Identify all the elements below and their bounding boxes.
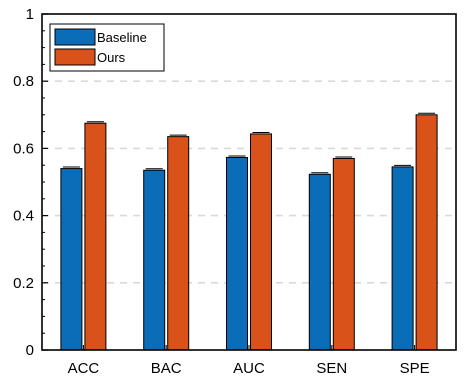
y-tick-label-4: 0.8 (13, 73, 34, 90)
legend-swatch-ours (54, 48, 96, 66)
bar-ours-sen (332, 157, 355, 351)
bar-ours-acc (84, 122, 107, 351)
bar-baseline-auc (226, 156, 248, 351)
bars (60, 112, 438, 351)
bar-baseline-acc (60, 168, 83, 351)
x-tick-label-bac: BAC (151, 360, 182, 377)
y-tick-label-3: 0.6 (13, 140, 34, 157)
grid-lines (42, 80, 456, 284)
y-tick-label-5: 1 (26, 6, 34, 23)
legend-label-baseline: Baseline (97, 30, 147, 45)
legend-label-ours: Ours (97, 50, 126, 65)
x-tick-label-sen: SEN (316, 360, 347, 377)
bar-baseline-sen (308, 173, 331, 351)
bar-ours-auc (250, 133, 272, 351)
ticks: ACC BAC AUC SEN SPE 0 0.2 0.4 0.6 0.8 1 (13, 6, 429, 377)
legend-swatch-baseline (54, 28, 96, 46)
x-tick-label-spe: SPE (400, 360, 430, 377)
x-tick-label-acc: ACC (68, 360, 100, 377)
bar-baseline-spe (391, 166, 414, 351)
bar-ours-bac (167, 136, 190, 351)
x-tick-label-auc: AUC (233, 360, 265, 377)
y-tick-label-2: 0.4 (13, 208, 34, 225)
bar-baseline-bac (143, 169, 166, 351)
bar-ours-spe (415, 114, 438, 351)
y-tick-label-0: 0 (26, 342, 34, 359)
legend: Baseline Ours (49, 23, 165, 72)
y-tick-label-1: 0.2 (13, 275, 34, 292)
